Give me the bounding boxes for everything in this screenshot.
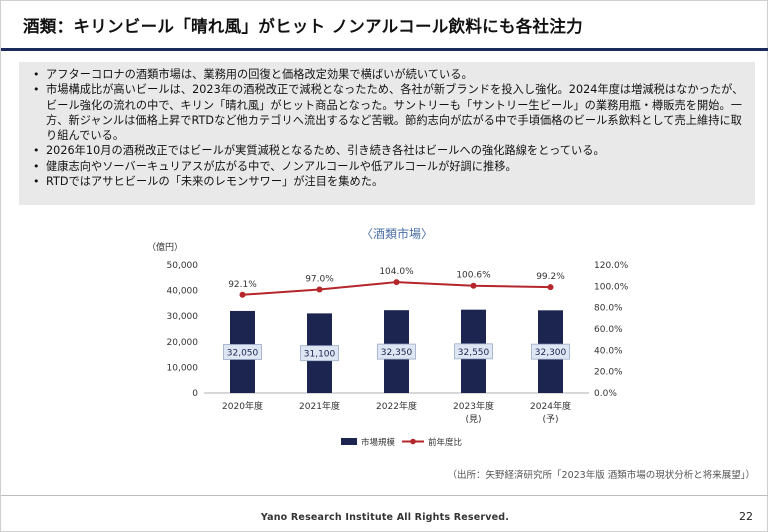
y-axis-ticks: 50,000 40,000 30,000 20,000 10,000 0	[167, 261, 199, 399]
bar-label-box	[531, 343, 570, 360]
line-point	[470, 282, 477, 289]
slide-title: 酒類：キリンビール「晴れ風」がヒット ノンアルコール飲料にも各社注力	[23, 17, 583, 36]
y-tick-label: 30,000	[167, 312, 199, 322]
market-chart: 〈酒類市場〉 （億円） 50,000 40,000 30,000 20,000 10,0…	[147, 226, 629, 448]
y-tick-label: 10,000	[167, 363, 199, 373]
line-data-label: 100.6%	[456, 271, 491, 281]
x-tick-label: 2024年度	[530, 400, 571, 412]
y2-tick-label: 100.0%	[594, 282, 629, 292]
legend-bar-swatch	[341, 438, 357, 445]
line-point	[547, 284, 554, 291]
bar-data-label: 32,550	[458, 348, 490, 358]
footer-copyright: Yano Research Institute All Rights Reser…	[260, 512, 510, 523]
bullet-item: 健康志向やソーバーキュリアスが広がる中で、ノンアルコールや低アルコールが好調に推…	[33, 159, 747, 175]
y2-tick-label: 0.0%	[594, 389, 617, 399]
x-tick-label: 2023年度	[453, 400, 494, 412]
legend-line-label: 前年度比	[428, 437, 462, 448]
y2-tick-label: 40.0%	[594, 346, 623, 356]
bar-data-label: 32,350	[381, 348, 413, 358]
legend-line-marker	[410, 438, 416, 445]
x-tick-label: 2020年度	[222, 400, 263, 412]
bullet-item: 市場構成比が高いビールは、2023年の酒税改正で減税となったため、各社が新ブラン…	[33, 82, 747, 143]
title-divider	[1, 48, 768, 51]
y2-tick-label: 20.0%	[594, 368, 623, 378]
bar-series: 32,050 31,100 32,350 32,550 32,300	[223, 309, 570, 393]
footer-divider	[1, 495, 768, 496]
page-number: 22	[739, 510, 753, 523]
line-point	[393, 279, 400, 286]
chart-container: 〈酒類市場〉 （億円） 50,000 40,000 30,000 20,000 10,0…	[1, 221, 768, 481]
y-tick-label: 0	[192, 389, 198, 399]
line-series: 92.1% 97.0% 104.0% 100.6% 99.2%	[228, 267, 565, 298]
y-tick-label: 20,000	[167, 338, 199, 348]
y-tick-label: 40,000	[167, 287, 199, 297]
bar-data-label: 32,300	[535, 348, 567, 358]
y-axis-unit-label: （億円）	[147, 241, 183, 253]
x-axis-ticks: 2020年度 2021年度 2022年度 2023年度 (見) 2024年度 (予)	[222, 400, 571, 425]
bar-label-box	[377, 343, 416, 360]
line-point	[239, 291, 246, 298]
bar-label-box	[300, 345, 339, 362]
x-tick-sublabel: (見)	[465, 414, 481, 425]
chart-legend: 市場規模 前年度比	[341, 437, 462, 448]
y2-tick-label: 80.0%	[594, 304, 623, 314]
bar-data-label: 31,100	[304, 350, 336, 360]
x-tick-label: 2022年度	[376, 400, 417, 412]
source-note: （出所：矢野経済研究所「2023年版 酒類市場の現状分析と将来展望」）	[447, 470, 755, 481]
x-tick-sublabel: (予)	[542, 414, 558, 425]
y-tick-label: 50,000	[167, 261, 199, 271]
bullet-item: RTDではアサヒビールの「未来のレモンサワー」が注目を集めた。	[33, 174, 747, 190]
bar-label-box	[454, 343, 493, 360]
line-point	[316, 286, 323, 293]
line-data-label: 99.2%	[536, 272, 565, 282]
x-tick-label: 2021年度	[299, 400, 340, 412]
bullet-list: アフターコロナの酒類市場は、業務用の回復と価格改定効果で横ばいが続いている。 市…	[33, 67, 747, 190]
y2-tick-label: 120.0%	[594, 261, 629, 271]
line-data-label: 92.1%	[228, 280, 257, 290]
bar-label-box	[223, 344, 262, 360]
y2-tick-label: 60.0%	[594, 325, 623, 335]
chart-title: 〈酒類市場〉	[361, 226, 433, 241]
legend-bar-label: 市場規模	[361, 437, 396, 448]
bullet-item: 2026年10月の酒税改正ではビールが実質減税となるため、引き続き各社はビールへ…	[33, 143, 747, 159]
bullet-item: アフターコロナの酒類市場は、業務用の回復と価格改定効果で横ばいが続いている。	[33, 67, 747, 83]
line-data-label: 104.0%	[379, 267, 414, 277]
line-data-label: 97.0%	[305, 275, 334, 285]
bar-data-label: 32,050	[227, 348, 259, 358]
y2-axis-ticks: 120.0% 100.0% 80.0% 60.0% 40.0% 20.0% 0.0%	[594, 261, 629, 399]
summary-box: アフターコロナの酒類市場は、業務用の回復と価格改定効果で横ばいが続いている。 市…	[19, 62, 755, 205]
